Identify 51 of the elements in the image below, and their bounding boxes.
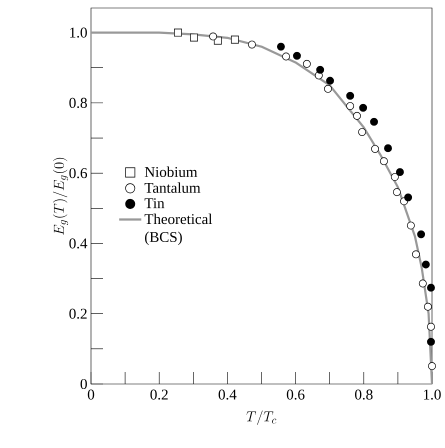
point — [380, 157, 388, 166]
legend-label: Theoretical (BCS) — [144, 214, 212, 246]
point — [346, 102, 354, 110]
x-axis-title: $T/T_c$ — [246, 410, 276, 425]
y-axis-title: $E_g(T)/E_g(0)$ — [52, 158, 68, 235]
x-tick-label: 0.4 — [218, 390, 237, 400]
point — [417, 230, 426, 238]
x-tick-label: 0.2 — [150, 390, 168, 400]
x-tick-label: 0.8 — [355, 390, 373, 400]
x-tick-label: 1.0 — [424, 390, 441, 400]
point — [422, 260, 430, 268]
point — [392, 188, 401, 196]
point — [359, 104, 368, 112]
point — [346, 92, 354, 100]
point — [276, 42, 285, 51]
point — [396, 168, 404, 176]
y-tick-label: 0.6 — [69, 168, 88, 178]
point — [316, 66, 324, 74]
point — [406, 222, 415, 230]
point — [293, 52, 301, 60]
point — [370, 118, 378, 126]
point — [390, 173, 399, 181]
legend-label: Tantalum — [144, 182, 200, 193]
point — [412, 250, 420, 258]
point — [230, 36, 239, 44]
legend-label: Niobium — [144, 166, 198, 178]
point — [418, 280, 427, 288]
point — [404, 193, 412, 202]
legend-label: Tin — [144, 198, 164, 208]
point — [190, 34, 198, 42]
point — [209, 32, 218, 40]
point — [353, 112, 361, 120]
point — [427, 284, 435, 292]
point — [427, 322, 435, 331]
point — [174, 28, 182, 37]
y-tick-label: 0.8 — [69, 98, 87, 108]
point — [384, 144, 392, 152]
x-tick-label: 0 — [88, 390, 94, 400]
point — [427, 338, 435, 346]
point — [324, 84, 332, 93]
point — [326, 76, 334, 85]
y-tick-label: 0 — [80, 378, 87, 390]
x-tick-label: 0.6 — [286, 390, 304, 400]
point — [371, 144, 380, 153]
y-tick-label: 0.4 — [69, 238, 88, 249]
point — [424, 302, 432, 311]
point — [428, 362, 436, 370]
point — [282, 52, 290, 60]
y-tick-label: 1.0 — [70, 28, 87, 38]
y-tick-label: 0.2 — [69, 308, 87, 319]
point — [248, 40, 256, 48]
